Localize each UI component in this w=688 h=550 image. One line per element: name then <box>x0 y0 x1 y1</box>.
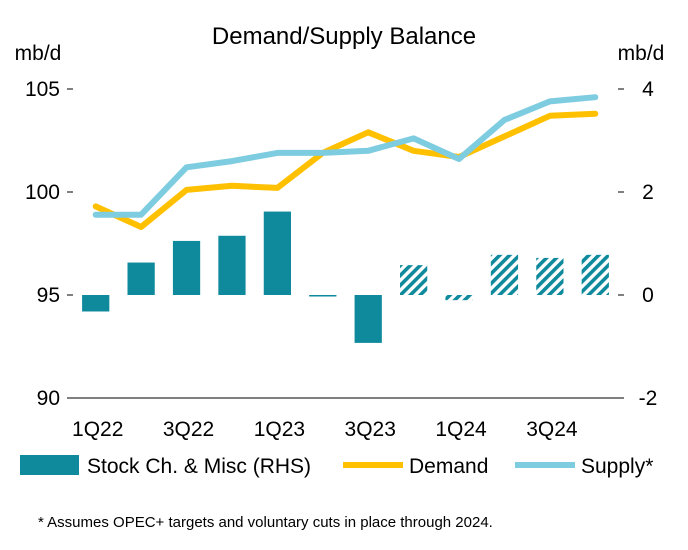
demand-line <box>92 110 599 230</box>
left-tick-label: 100 <box>25 181 60 204</box>
left-axis-unit: mb/d <box>15 42 62 65</box>
right-axis-unit: mb/d <box>618 42 665 65</box>
left-tick-label: 105 <box>25 78 60 101</box>
supply-line <box>92 94 599 218</box>
stock-bar-3q23 <box>354 295 382 343</box>
stock-change-bars <box>82 211 609 343</box>
x-tick-label: 3Q22 <box>163 418 214 441</box>
series-lines <box>92 94 599 230</box>
right-axis-ticks: -2 0 2 4 <box>618 78 657 410</box>
legend-label-stock: Stock Ch. & Misc (RHS) <box>87 455 311 478</box>
stock-bar-3q22 <box>172 240 201 295</box>
right-tick-label: 2 <box>642 181 654 204</box>
stock-bar-2q24 <box>490 254 519 295</box>
x-tick-label: 1Q22 <box>72 418 123 441</box>
right-tick-label: -2 <box>639 387 658 410</box>
stock-bar-3q24 <box>536 257 564 295</box>
legend-label-supply: Supply* <box>581 455 653 478</box>
left-tick-label: 95 <box>37 284 60 307</box>
left-tick-label: 90 <box>37 387 60 410</box>
x-tick-label: 3Q23 <box>345 418 396 441</box>
stock-bar-1q24 <box>445 295 473 301</box>
legend-label-demand: Demand <box>409 455 488 478</box>
stock-bar-4q22 <box>218 235 246 295</box>
left-axis-ticks: 90 95 100 105 <box>25 78 73 410</box>
chart-title: Demand/Supply Balance <box>212 23 476 50</box>
stock-bar-1q22 <box>82 295 110 312</box>
x-tick-label: 1Q24 <box>435 418 487 441</box>
right-tick-label: 0 <box>642 284 654 307</box>
legend: Stock Ch. & Misc (RHS) Demand Supply* <box>20 455 653 478</box>
x-tick-label: 1Q23 <box>254 418 305 441</box>
x-axis-tick-labels: 1Q22 3Q22 1Q23 3Q23 1Q24 3Q24 <box>72 418 578 441</box>
stock-bar-2q22 <box>127 262 155 295</box>
right-tick-label: 4 <box>642 78 654 101</box>
legend-swatch-stock <box>20 455 79 475</box>
footnote: * Assumes OPEC+ targets and voluntary cu… <box>38 514 493 531</box>
stock-bar-4q24 <box>581 254 609 295</box>
stock-bar-2q23 <box>309 295 337 297</box>
stock-bar-1q23 <box>263 211 291 295</box>
x-tick-label: 3Q24 <box>526 418 578 441</box>
stock-bar-4q23 <box>400 265 428 295</box>
